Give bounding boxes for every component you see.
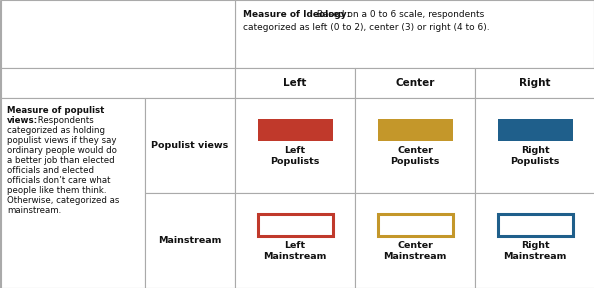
Bar — [235, 68, 355, 98]
Text: mainstream.: mainstream. — [7, 206, 61, 215]
Text: a better job than elected: a better job than elected — [7, 156, 115, 165]
Bar — [235, 0, 594, 68]
Text: Mainstream: Mainstream — [159, 236, 222, 245]
Text: Center
Populists: Center Populists — [390, 146, 440, 166]
Bar — [498, 119, 573, 141]
Bar — [378, 214, 453, 236]
Bar — [1, 98, 145, 288]
Text: Respondents: Respondents — [35, 116, 94, 125]
Bar — [1, 68, 235, 98]
Text: people like them think.: people like them think. — [7, 186, 106, 195]
Text: Center: Center — [396, 78, 435, 88]
Text: Right: Right — [519, 78, 551, 88]
Text: Populist views: Populist views — [151, 141, 229, 150]
Bar — [355, 193, 475, 288]
Bar — [475, 193, 594, 288]
Text: views:: views: — [7, 116, 38, 125]
Text: officials and elected: officials and elected — [7, 166, 94, 175]
Text: Based on a 0 to 6 scale, respondents: Based on a 0 to 6 scale, respondents — [314, 10, 484, 19]
Text: Right
Mainstream: Right Mainstream — [503, 241, 567, 261]
Bar — [355, 98, 475, 193]
Text: Left: Left — [283, 78, 307, 88]
Bar — [145, 193, 235, 288]
Bar — [235, 98, 355, 193]
Bar — [235, 193, 355, 288]
Text: Measure of Ideology:: Measure of Ideology: — [243, 10, 350, 19]
Bar — [258, 214, 333, 236]
Bar — [1, 0, 235, 68]
Text: categorized as holding: categorized as holding — [7, 126, 105, 135]
Bar — [475, 98, 594, 193]
Text: Left
Mainstream: Left Mainstream — [263, 241, 327, 261]
Text: Measure of populist: Measure of populist — [7, 106, 105, 115]
Text: officials don’t care what: officials don’t care what — [7, 176, 110, 185]
Bar — [145, 98, 235, 193]
Bar — [498, 214, 573, 236]
Bar — [355, 68, 475, 98]
Bar — [475, 68, 594, 98]
Text: Left
Populists: Left Populists — [270, 146, 320, 166]
Text: Otherwise, categorized as: Otherwise, categorized as — [7, 196, 119, 205]
Text: Right
Populists: Right Populists — [510, 146, 560, 166]
Text: populist views if they say: populist views if they say — [7, 136, 116, 145]
Text: categorized as left (0 to 2), center (3) or right (4 to 6).: categorized as left (0 to 2), center (3)… — [243, 23, 489, 32]
Text: Center
Mainstream: Center Mainstream — [383, 241, 447, 261]
Text: ordinary people would do: ordinary people would do — [7, 146, 117, 155]
Bar — [258, 119, 333, 141]
Bar — [378, 119, 453, 141]
